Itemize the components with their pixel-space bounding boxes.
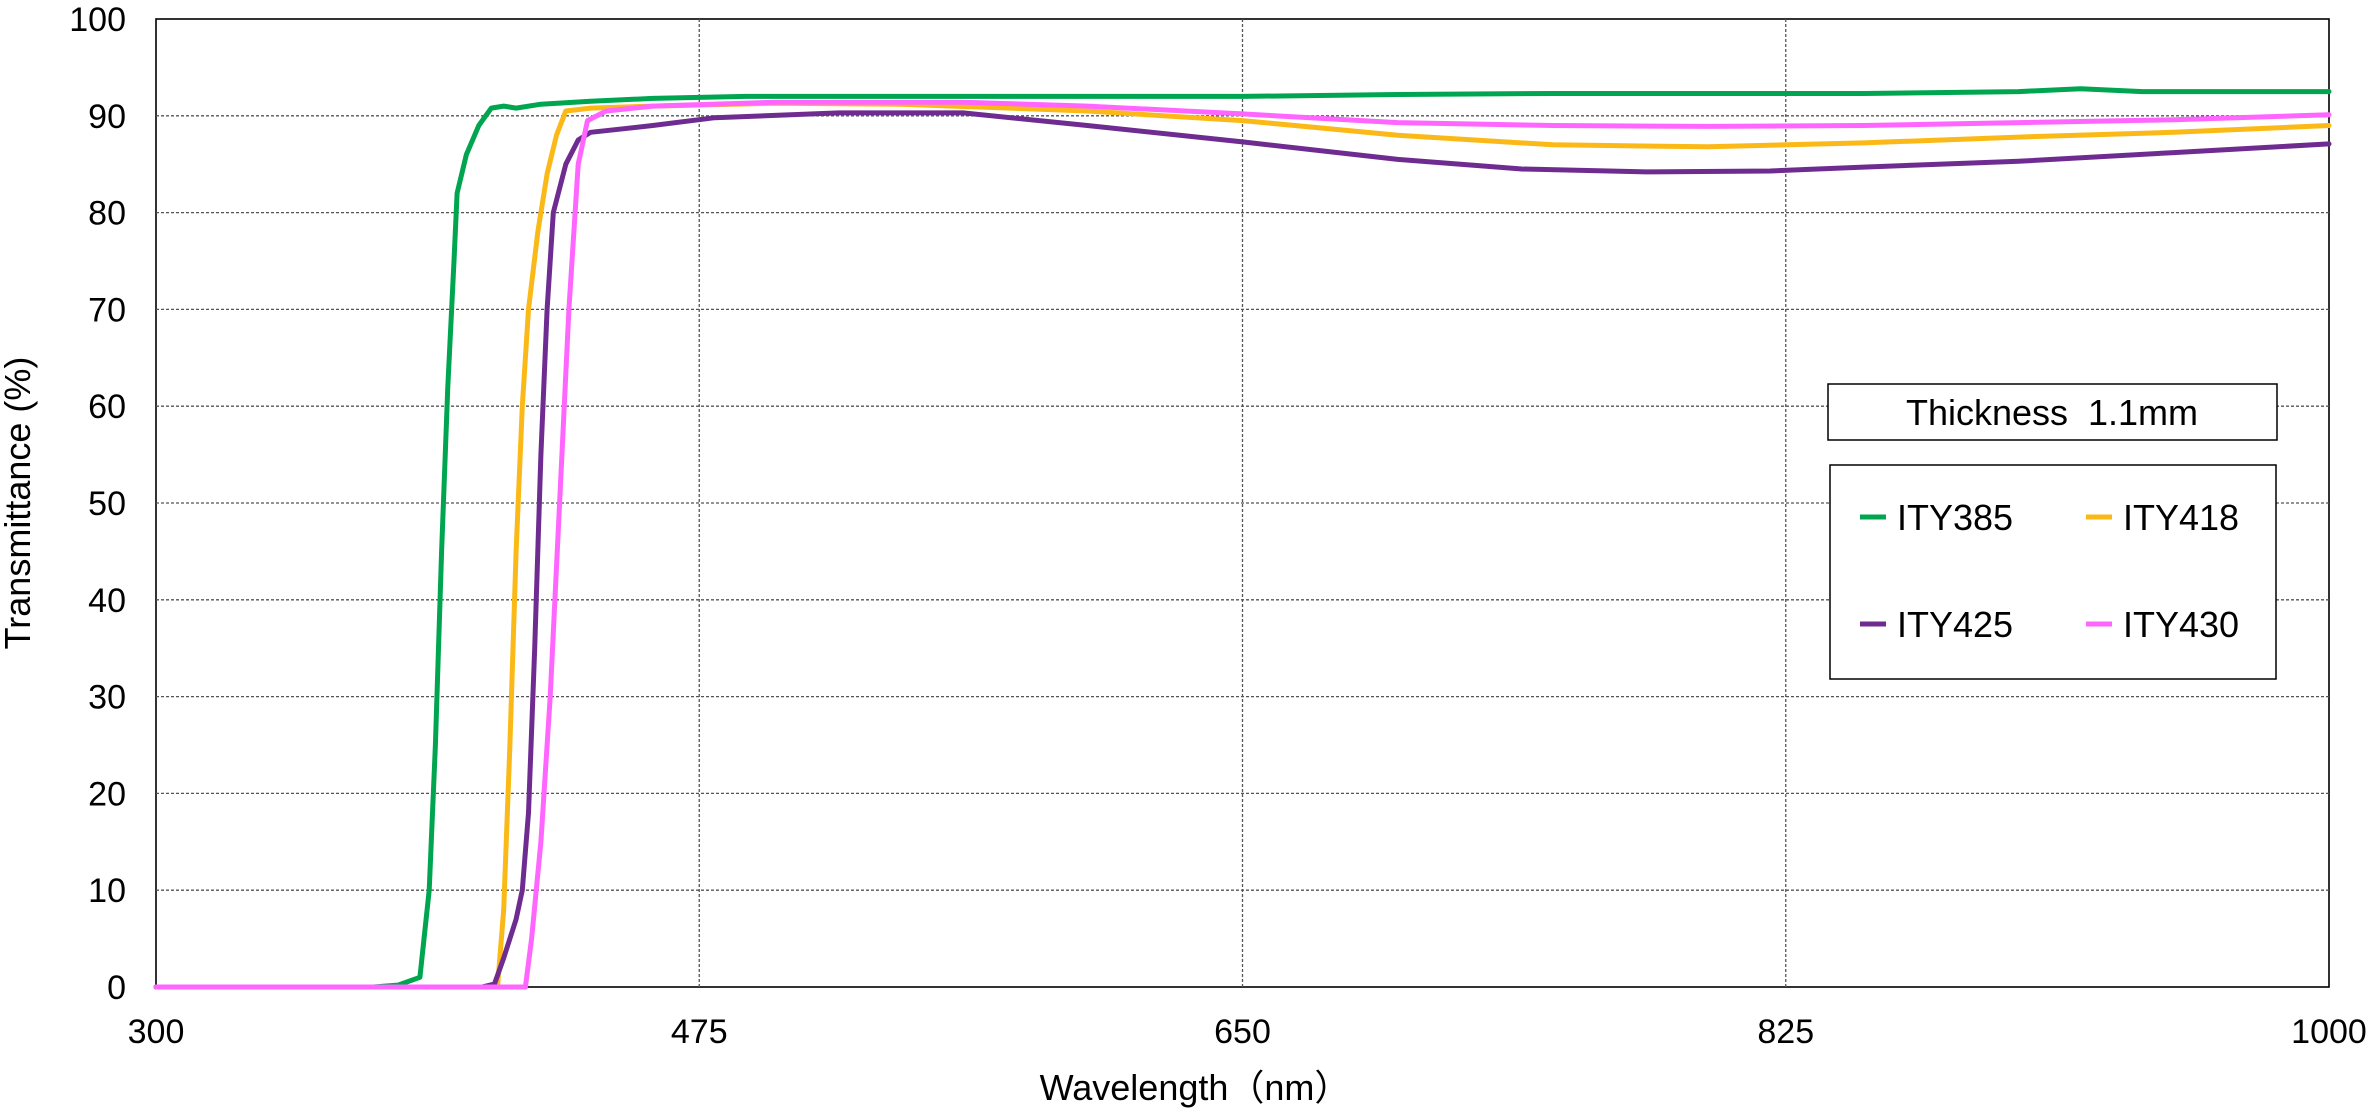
x-tick-label-1000: 1000 — [2291, 1013, 2367, 1051]
legend-label-4: ITY430 — [2123, 604, 2239, 645]
y-tick-label-50: 50 — [88, 485, 126, 523]
series-line-ity430 — [153, 99, 2332, 990]
legend-item-2: ITY418 — [2086, 497, 2239, 538]
y-tick-label-30: 30 — [88, 679, 126, 717]
x-tick-labels: 300 475 650 825 1000 — [128, 1013, 2367, 1051]
legend-item-1: ITY385 — [1860, 497, 2013, 538]
series-line-ity385 — [153, 86, 2332, 990]
y-tick-label-70: 70 — [88, 291, 126, 329]
y-tick-label-10: 10 — [88, 872, 126, 910]
y-tick-labels: 0 10 20 30 40 50 60 70 80 90 100 — [69, 1, 126, 1007]
annotation-frame — [1827, 383, 2278, 441]
y-tick-label-0: 0 — [107, 969, 126, 1007]
x-tick-label-825: 825 — [1757, 1013, 1814, 1051]
annotation-text: Thickness 1.1mm — [1906, 392, 2198, 433]
y-axis-title: Transmittance (%) — [0, 357, 38, 650]
legend-label-2: ITY418 — [2123, 497, 2239, 538]
legend-label-3: ITY425 — [1897, 604, 2013, 645]
series-lines — [153, 86, 2332, 990]
y-tick-label-60: 60 — [88, 388, 126, 426]
legend-item-4: ITY430 — [2086, 604, 2239, 645]
x-tick-label-300: 300 — [128, 1013, 185, 1051]
legend-item-3: ITY425 — [1860, 604, 2013, 645]
y-tick-label-40: 40 — [88, 582, 126, 620]
y-tick-label-20: 20 — [88, 775, 126, 813]
legend-label-1: ITY385 — [1897, 497, 2013, 538]
y-tick-label-90: 90 — [88, 98, 126, 136]
x-tick-label-650: 650 — [1214, 1013, 1271, 1051]
x-axis-title: Wavelength（nm） — [1040, 1067, 1351, 1108]
legend-frame — [1829, 464, 2277, 680]
y-tick-label-100: 100 — [69, 1, 126, 39]
series-line-ity425 — [153, 110, 2332, 990]
legend: ITY385 ITY418 ITY425 ITY430 — [1829, 464, 2277, 680]
x-tick-label-475: 475 — [671, 1013, 728, 1051]
annotation-box: Thickness 1.1mm — [1827, 383, 2278, 441]
y-tick-label-80: 80 — [88, 195, 126, 233]
